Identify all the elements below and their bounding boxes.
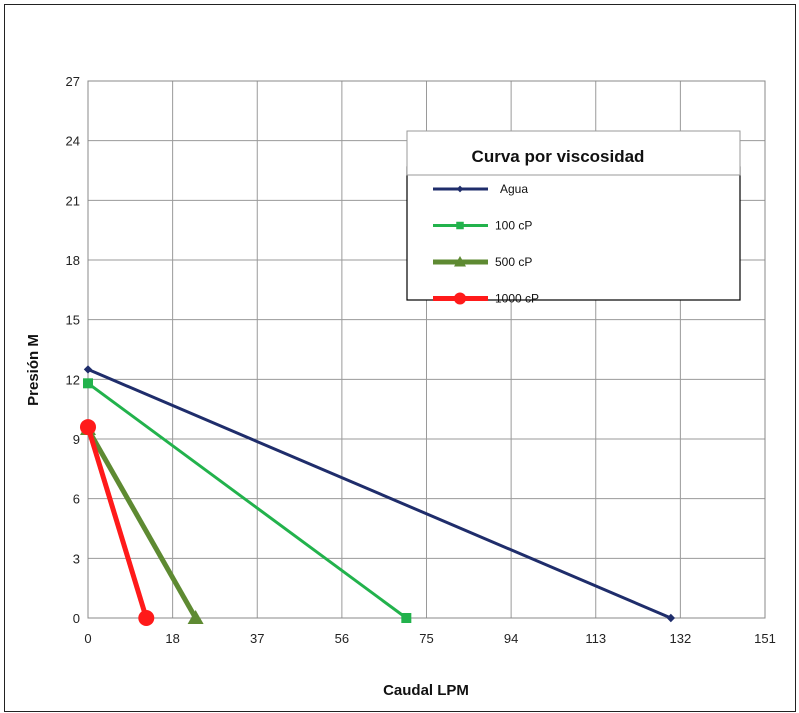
y-tick-label: 24 [66,134,80,149]
legend-marker-100-cp [456,221,464,230]
x-tick-label: 18 [165,631,179,646]
x-tick-label: 113 [585,631,606,646]
y-tick-label: 0 [73,611,80,626]
x-tick-label: 37 [250,631,264,646]
data-point-agua [83,365,93,374]
legend: Curva por viscosidad Agua 100 cP 500 cP 100… [406,130,741,306]
legend-box [406,166,741,301]
data-point-agua [666,613,676,623]
x-tick-label: 0 [84,631,91,646]
data-point-500-cp [187,610,204,624]
x-tick-label: 94 [504,631,518,646]
series-line-agua [87,368,672,620]
y-tick-label: 6 [73,492,80,507]
y-tick-label: 12 [66,372,80,387]
legend-items: Agua 100 cP 500 cP 1000 cP [433,182,539,306]
legend-label-agua: Agua [500,182,528,196]
y-tick-label: 18 [66,253,80,268]
data-point-1000-cp [80,419,96,436]
series-group [80,365,676,626]
x-tick-label: 56 [335,631,349,646]
chart-frame [4,4,796,712]
data-point-100-cp [401,613,412,623]
data-point-100-cp [83,378,93,389]
x-axis-title: Caudal LPM [383,682,469,699]
y-axis-ticks: 0 3 6 9 12 15 18 21 24 27 [66,74,80,626]
legend-label-500-cp: 500 cP [495,255,532,269]
y-tick-label: 3 [73,551,80,566]
legend-marker-500-cp [454,256,466,267]
y-axis-title: Presión M [25,334,42,406]
legend-marker-agua [456,185,464,193]
y-tick-label: 27 [66,74,80,89]
data-point-1000-cp [138,610,155,626]
x-axis-ticks: 0 18 37 56 75 94 113 132 151 [84,631,775,646]
legend-title-box [406,130,741,176]
series-line-100-cp [87,382,408,620]
x-tick-label: 132 [670,631,692,646]
x-tick-label: 151 [754,631,776,646]
plot-area-border [87,80,766,619]
series-line-1000-cp [85,426,149,619]
y-tick-label: 21 [66,193,80,208]
series-line-500-cp [85,427,198,620]
y-tick-label: 15 [66,313,80,328]
legend-marker-1000-cp [454,292,466,305]
legend-label-100-cp: 100 cP [495,219,532,233]
y-tick-label: 9 [73,432,80,447]
x-tick-label: 75 [419,631,433,646]
legend-title: Curva por viscosidad [472,147,645,166]
legend-label-1000-cp: 1000 cP [495,292,539,306]
